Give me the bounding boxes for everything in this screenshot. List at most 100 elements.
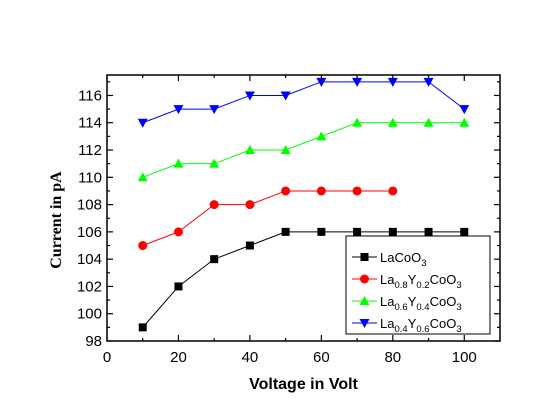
legend-subscript: 3 — [456, 324, 461, 335]
y-tick-label: 104 — [77, 251, 102, 268]
y-tick-label: 110 — [78, 169, 102, 186]
legend-entry: La0.4Y0.6CoO3 — [352, 316, 462, 335]
data-point-square — [174, 282, 183, 291]
data-point-circle — [316, 186, 326, 196]
legend-label: LaCoO3 — [380, 250, 427, 269]
data-point-square — [317, 227, 326, 236]
x-axis-label: Voltage in Volt — [249, 376, 358, 393]
data-point-triangle-up — [352, 117, 363, 127]
x-tick-label: 0 — [103, 349, 111, 366]
data-point-triangle-down — [173, 105, 184, 115]
data-point-square — [138, 323, 147, 332]
data-point-triangle-down — [137, 118, 148, 128]
data-point-triangle-down — [280, 91, 291, 101]
data-point-square — [360, 253, 369, 261]
legend-text-part: LaCoO — [380, 250, 421, 265]
data-point-square — [424, 227, 433, 236]
series-line — [142, 190, 393, 246]
legend-subscript: 3 — [456, 280, 461, 291]
data-point-circle — [209, 200, 219, 210]
data-point-circle — [281, 186, 291, 196]
legend-entry: La0.8Y0.2CoO3 — [352, 272, 462, 291]
legend-text-part: La — [380, 294, 395, 309]
y-tick-label: 114 — [78, 115, 102, 132]
series-1 — [138, 227, 469, 332]
y-axis-label: Current in pA — [48, 171, 65, 269]
legend-box — [345, 235, 491, 335]
data-point-triangle-up — [387, 117, 398, 127]
series-line — [142, 81, 465, 124]
x-tick-label: 40 — [242, 349, 259, 366]
data-point-triangle-up — [359, 296, 370, 305]
legend-text-part: Y — [408, 294, 417, 309]
x-tick-label: 60 — [313, 349, 330, 366]
series-4 — [137, 77, 470, 128]
legend-subscript: 0.4 — [416, 302, 429, 313]
legend-subscript: 0.2 — [416, 280, 429, 291]
y-tick-label: 116 — [78, 87, 102, 104]
data-point-triangle-up — [137, 172, 148, 182]
data-point-triangle-down — [387, 77, 398, 87]
legend-label: La0.4Y0.6CoO3 — [380, 316, 462, 335]
legend-text-part: CoO — [430, 294, 457, 309]
legend-entry: La0.6Y0.4CoO3 — [352, 294, 462, 313]
legend-text-part: CoO — [430, 316, 457, 331]
legend-text-part: Y — [408, 316, 417, 331]
data-point-triangle-down — [423, 77, 434, 87]
data-point-triangle-up — [173, 158, 184, 168]
data-point-square — [245, 241, 254, 250]
plot-layer — [137, 77, 470, 332]
legend-subscript: 0.4 — [394, 324, 407, 335]
series-3 — [137, 117, 470, 182]
legend-text-part: Y — [408, 272, 417, 287]
data-point-circle — [138, 241, 148, 251]
data-point-triangle-up — [244, 145, 255, 155]
legend: LaCoO3La0.8Y0.2CoO3La0.6Y0.4CoO3La0.4Y0.… — [345, 235, 491, 335]
legend-text-part: CoO — [430, 272, 457, 287]
axes-layer: 0 20 40 60 80 100 98 100 102 104 106 108 110 112 114 11… — [77, 75, 501, 366]
data-point-square — [210, 255, 219, 264]
plot-area-frame — [106, 74, 501, 342]
y-tick-label: 106 — [77, 224, 102, 241]
legend-entry: LaCoO3 — [352, 250, 427, 269]
legend-subscript: 3 — [456, 302, 461, 313]
data-point-circle — [360, 274, 369, 284]
data-point-triangle-down — [459, 105, 470, 115]
series-line — [142, 231, 465, 328]
data-point-triangle-up — [459, 117, 470, 127]
y-tick-label: 98 — [85, 333, 102, 350]
data-point-circle — [245, 200, 255, 210]
data-point-square — [460, 227, 469, 236]
legend-label: La0.6Y0.4CoO3 — [380, 294, 462, 313]
legend-text-part: La — [380, 272, 395, 287]
data-point-triangle-down — [209, 105, 220, 115]
x-tick-label: 80 — [384, 349, 401, 366]
y-tick-label: 100 — [77, 306, 102, 323]
data-point-triangle-down — [316, 77, 327, 87]
legend-label: La0.8Y0.2CoO3 — [380, 272, 462, 291]
legend-text-part: La — [380, 316, 395, 331]
series-line — [142, 122, 465, 178]
y-tick-label: 102 — [77, 278, 102, 295]
data-point-triangle-up — [316, 131, 327, 141]
legend-subscript: 0.8 — [394, 280, 407, 291]
data-point-triangle-up — [209, 158, 220, 168]
legend-subscript: 0.6 — [416, 324, 429, 335]
legend-subscript: 0.6 — [394, 302, 407, 313]
x-tick-label: 100 — [452, 349, 477, 366]
x-tick-label: 20 — [170, 349, 187, 366]
data-point-square — [353, 227, 362, 236]
data-point-square — [281, 227, 290, 236]
data-point-circle — [173, 227, 183, 237]
y-tick-label: 112 — [78, 142, 102, 159]
series-2 — [138, 186, 398, 251]
y-tick-label: 108 — [77, 197, 102, 214]
data-point-triangle-up — [280, 145, 291, 155]
data-point-circle — [388, 186, 398, 196]
data-point-circle — [352, 186, 362, 196]
legend-subscript: 3 — [421, 258, 426, 269]
data-point-square — [388, 227, 397, 236]
data-point-triangle-down — [359, 319, 370, 328]
data-point-triangle-up — [423, 117, 434, 127]
